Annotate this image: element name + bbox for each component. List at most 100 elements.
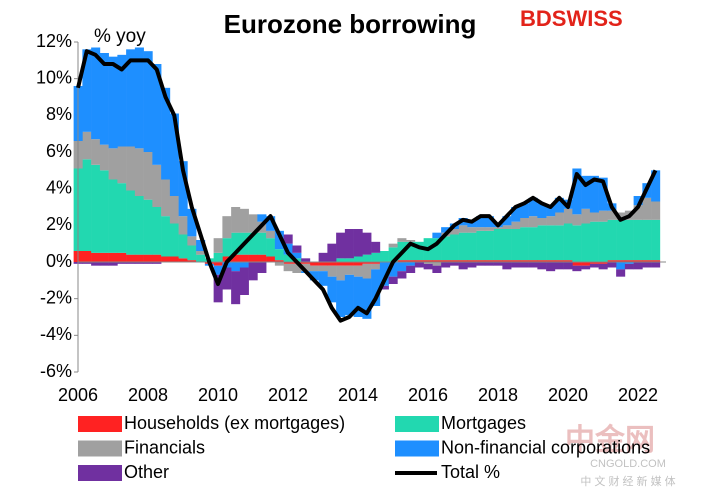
bar-segment [222,267,232,290]
legend-label: Financials [124,437,205,457]
bar-segment [152,207,162,255]
bar-segment [484,262,494,266]
bar-segment [651,219,661,261]
bar-segment [362,262,372,264]
bar-segment [379,285,389,290]
bar-segment [161,179,171,217]
bar-segment [196,254,206,262]
bar-segment [554,225,564,261]
bar-segment [607,219,617,261]
x-tick-label: 2008 [128,385,168,405]
bar-segment [169,196,179,224]
bar-segment [126,49,136,147]
bar-segment [651,201,661,220]
bar-segment [511,221,521,229]
bar-segment [353,262,363,266]
bar-segment [169,113,179,196]
bar-segment [248,262,258,281]
bar-segment [239,208,249,233]
bar-segment [344,274,354,316]
x-tick-label: 2014 [338,385,378,405]
bar-segment [344,265,354,275]
bar-segment [528,227,538,261]
bar-segment [633,262,643,270]
bar-segment [406,262,416,266]
bar-segment [563,262,573,270]
bar-segment [126,254,136,262]
bar-segment [318,252,328,262]
watermark-name: 中金网 [565,423,655,457]
bar-segment [257,214,267,222]
bar-segment [143,254,153,262]
y-tick-label: 6% [46,141,72,161]
bar-segment [82,131,92,160]
bar-segment [108,148,118,180]
bar-segment [449,262,459,266]
bar-segment [537,262,547,270]
bar-segment [117,183,127,253]
bar-segment [616,212,626,220]
bar-segment [406,265,416,273]
bar-segment [274,260,284,262]
bar-segment [248,214,258,233]
bar-segment [616,269,626,277]
bar-segment [537,225,547,261]
bar-segment [117,252,127,262]
bar-segment [239,267,249,295]
bar-segment [336,262,346,266]
bar-segment [502,262,512,270]
bar-segment [406,240,416,242]
bar-segment [371,263,381,270]
bar-segment [476,260,486,262]
bar-segment [519,218,529,228]
bar-segment [607,262,617,268]
legend-label: Households (ex mortgages) [124,413,345,433]
bar-segment [108,56,118,149]
bar-segment [362,263,372,279]
bar-segment [178,216,188,235]
bar-segment [196,251,206,255]
bar-segment [476,227,486,231]
y-tick-label: -2% [40,287,72,307]
bar-segment [467,260,477,262]
bar-segment [309,262,319,266]
bar-segment [432,265,442,273]
bar-segment [379,262,389,286]
bar-segment [99,170,109,253]
bar-segment [187,236,197,246]
bar-segment [231,262,241,272]
bar-segment [213,238,223,253]
legend-swatch [395,416,439,432]
x-tick-label: 2016 [408,385,448,405]
bar-segment [362,254,372,262]
bar-segment [371,252,381,262]
bar-segment [108,179,118,253]
bar-segment [423,260,433,262]
bar-segment [519,260,529,262]
bar-segment [134,196,144,255]
bar-segment [99,252,109,262]
bar-segment [187,245,197,261]
bar-segment [362,232,372,255]
bar-segment [633,196,643,206]
y-tick-label: 0% [46,251,72,271]
bar-segment [143,199,153,255]
bar-segment [423,262,433,264]
bar-segment [537,260,547,262]
bar-segment [327,262,337,266]
bar-segment [476,216,486,228]
bar-segment [336,232,346,259]
bar-segment [292,245,302,253]
bar-segment [642,260,652,262]
bar-segment [476,230,486,261]
bar-segment [546,216,556,226]
bar-segment [309,265,319,272]
bar-segment [598,263,608,270]
bar-segment [528,260,538,262]
bar-segment [607,260,617,262]
bar-segment [406,241,416,261]
bar-segment [353,256,363,262]
bar-segment [651,262,661,268]
bar-segment [616,262,626,270]
